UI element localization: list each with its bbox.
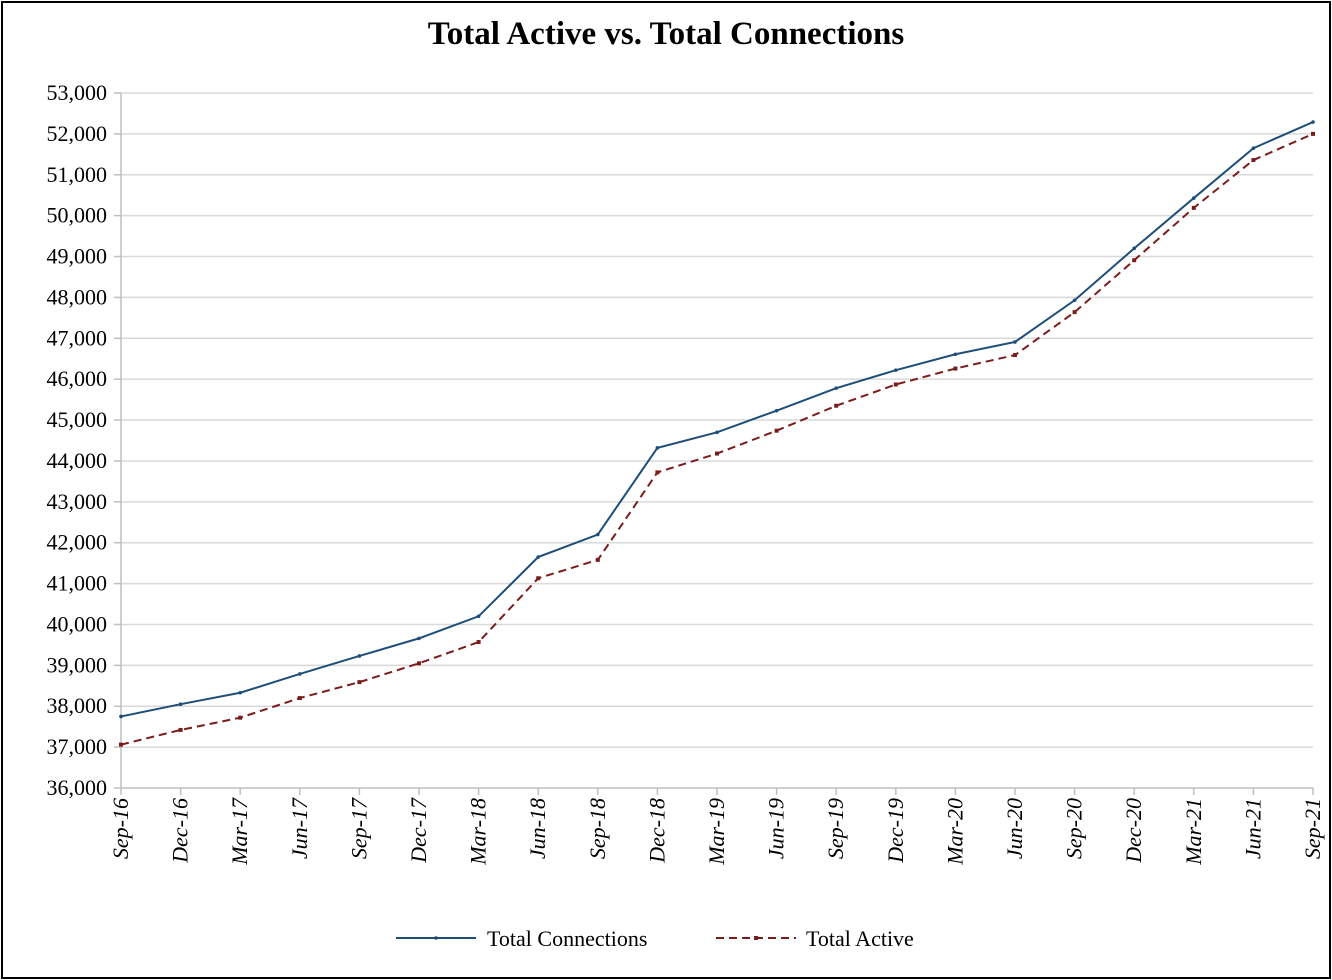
y-tick-label: 38,000 — [47, 693, 108, 718]
y-tick-label: 52,000 — [47, 121, 108, 146]
data-point — [1311, 120, 1315, 124]
data-point — [476, 614, 481, 619]
y-tick-label: 37,000 — [47, 734, 108, 759]
x-tick-label: Jun-20 — [1002, 798, 1027, 859]
legend: Total Connections Total Active — [396, 926, 914, 951]
data-point — [595, 557, 600, 562]
x-tick-label: Jun-17 — [287, 797, 312, 859]
data-point — [953, 366, 958, 371]
data-point — [1311, 131, 1315, 136]
y-tick-label: 42,000 — [47, 530, 108, 555]
legend-marker — [434, 936, 438, 940]
x-tick-label: Jun-19 — [764, 798, 789, 859]
data-point — [1072, 310, 1077, 315]
x-tick-label: Dec-20 — [1121, 798, 1146, 864]
y-tick-label: 51,000 — [47, 162, 108, 187]
x-tick-label: Dec-16 — [168, 798, 193, 864]
data-point — [357, 680, 362, 685]
x-tick-label: Mar-19 — [704, 798, 729, 866]
data-point — [298, 672, 302, 676]
x-tick-label: Dec-17 — [406, 797, 431, 864]
data-point — [417, 661, 421, 666]
data-point — [536, 576, 541, 581]
data-point — [715, 451, 719, 456]
x-tick-label: Mar-21 — [1181, 798, 1206, 866]
y-tick-label: 53,000 — [47, 80, 108, 105]
data-point — [1072, 298, 1077, 303]
x-tick-label: Jun-18 — [525, 798, 550, 859]
data-point — [476, 640, 481, 645]
data-point — [1191, 205, 1196, 210]
gridlines — [121, 92, 1313, 748]
data-point — [536, 555, 540, 559]
data-point — [655, 446, 660, 450]
x-tick-label: Sep-18 — [585, 798, 610, 859]
y-tick-label: 49,000 — [47, 244, 108, 269]
data-point — [119, 742, 123, 747]
y-tick-label: 40,000 — [47, 611, 108, 636]
data-point — [655, 470, 660, 475]
data-point — [1132, 246, 1136, 251]
legend-label-2: Total Active — [806, 926, 914, 951]
x-tick-label: Sep-21 — [1300, 798, 1325, 859]
x-tick-label: Dec-19 — [883, 798, 908, 864]
data-point — [894, 368, 898, 372]
data-point — [1251, 146, 1256, 150]
x-tick-label: Mar-20 — [942, 798, 967, 866]
y-tick-label: 36,000 — [47, 775, 108, 800]
y-tick-label: 39,000 — [47, 652, 108, 677]
x-tick-label: Dec-18 — [644, 798, 669, 864]
x-tick-label: Mar-17 — [227, 797, 252, 866]
x-tick-label: Sep-20 — [1062, 798, 1087, 859]
data-point — [297, 696, 302, 701]
legend-marker — [754, 936, 758, 940]
data-point — [1013, 353, 1017, 358]
data-point — [1251, 158, 1256, 163]
data-point — [357, 654, 362, 658]
data-point — [178, 727, 183, 732]
y-tick-label: 50,000 — [47, 203, 108, 228]
y-tick-labels: 36,000 37,000 38,000 39,000 40,000 41,000 42,0… — [47, 80, 108, 800]
data-point — [834, 403, 839, 408]
data-point — [774, 408, 779, 413]
y-tick-label: 48,000 — [47, 284, 108, 309]
x-tick-label: Sep-17 — [346, 797, 371, 859]
data-point — [1013, 340, 1017, 344]
y-tick-label: 46,000 — [47, 366, 108, 391]
data-point — [774, 428, 779, 433]
data-point — [953, 352, 958, 357]
data-point — [596, 532, 600, 537]
legend-label-1: Total Connections — [487, 926, 647, 951]
y-tick-label: 44,000 — [47, 448, 108, 473]
x-tick-label: Sep-16 — [108, 798, 133, 859]
data-point — [119, 714, 123, 719]
y-tick-label: 43,000 — [47, 489, 108, 514]
data-point — [1192, 196, 1196, 200]
y-tick-label: 41,000 — [47, 571, 108, 596]
data-point — [715, 430, 719, 435]
data-point — [238, 715, 243, 720]
x-tick-label: Sep-19 — [823, 798, 848, 859]
y-tick-label: 45,000 — [47, 407, 108, 432]
data-point — [178, 702, 183, 706]
series-line-2 — [120, 132, 1314, 746]
data-point — [1132, 258, 1137, 263]
axes — [114, 92, 1314, 795]
x-tick-label: Mar-18 — [466, 798, 491, 866]
series-lines — [119, 120, 1315, 747]
x-tick-label: Jun-21 — [1240, 798, 1265, 859]
y-tick-label: 47,000 — [47, 325, 108, 350]
series-line-1 — [120, 121, 1314, 718]
data-point — [893, 382, 898, 387]
x-tick-labels: Sep-16 Dec-16 Mar-17 Jun-17 Sep-17 Dec-17 Mar-… — [108, 797, 1325, 866]
data-point — [834, 386, 838, 390]
data-point — [238, 690, 242, 695]
data-point — [417, 636, 421, 641]
chart-title: Total Active vs. Total Connections — [427, 16, 905, 52]
